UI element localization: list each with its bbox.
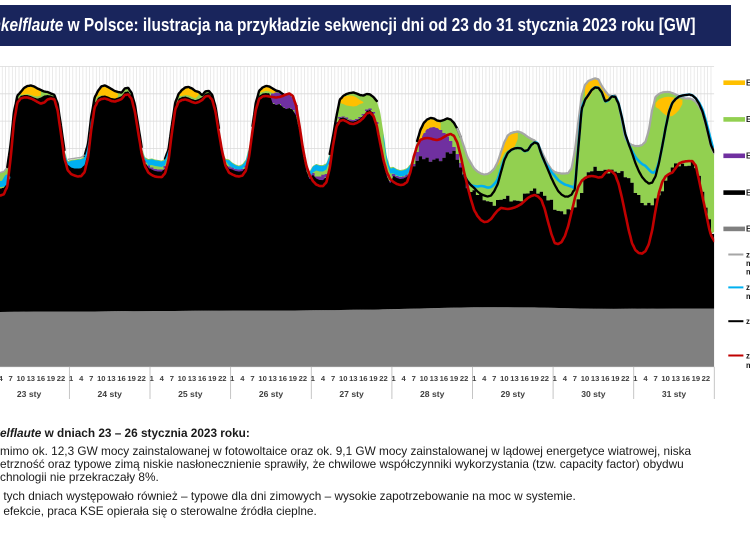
svg-text:4: 4 xyxy=(79,374,84,383)
svg-text:22: 22 xyxy=(460,374,468,383)
svg-text:24 sty: 24 sty xyxy=(98,389,123,399)
svg-text:19: 19 xyxy=(530,374,538,383)
svg-text:10: 10 xyxy=(258,374,266,383)
svg-text:22: 22 xyxy=(299,374,307,383)
svg-text:En: En xyxy=(746,188,750,197)
svg-text:1: 1 xyxy=(553,374,558,383)
svg-text:22: 22 xyxy=(540,374,548,383)
svg-text:En: En xyxy=(746,225,750,234)
svg-text:16: 16 xyxy=(117,374,125,383)
svg-text:m: m xyxy=(746,292,750,301)
svg-text:30 sty: 30 sty xyxy=(581,389,606,399)
svg-text:4: 4 xyxy=(563,374,568,383)
svg-text:16: 16 xyxy=(198,374,206,383)
svg-text:16: 16 xyxy=(682,374,690,383)
svg-text:16: 16 xyxy=(278,374,286,383)
svg-text:10: 10 xyxy=(420,374,428,383)
svg-text:En: En xyxy=(746,152,750,161)
svg-text:7: 7 xyxy=(573,374,577,383)
svg-text:13: 13 xyxy=(430,374,438,383)
svg-text:1: 1 xyxy=(150,374,155,383)
svg-text:7: 7 xyxy=(331,374,335,383)
svg-text:13: 13 xyxy=(510,374,518,383)
svg-text:10: 10 xyxy=(661,374,669,383)
svg-text:19: 19 xyxy=(127,374,135,383)
svg-text:za: za xyxy=(746,351,750,360)
svg-text:4: 4 xyxy=(240,374,245,383)
svg-text:19: 19 xyxy=(450,374,458,383)
svg-text:13: 13 xyxy=(671,374,679,383)
svg-text:22: 22 xyxy=(137,374,145,383)
svg-text:En: En xyxy=(746,79,750,88)
svg-text:10: 10 xyxy=(97,374,105,383)
svg-text:7: 7 xyxy=(8,374,12,383)
svg-text:4: 4 xyxy=(0,374,3,383)
svg-text:16: 16 xyxy=(601,374,609,383)
svg-text:4: 4 xyxy=(160,374,165,383)
svg-text:13: 13 xyxy=(349,374,357,383)
svg-text:10: 10 xyxy=(500,374,508,383)
svg-text:19: 19 xyxy=(611,374,619,383)
svg-text:1: 1 xyxy=(391,374,396,383)
svg-text:27 sty: 27 sty xyxy=(339,389,364,399)
svg-text:m: m xyxy=(746,259,750,268)
svg-text:22: 22 xyxy=(57,374,65,383)
svg-text:26 sty: 26 sty xyxy=(259,389,284,399)
svg-text:4: 4 xyxy=(321,374,326,383)
svg-text:7: 7 xyxy=(653,374,657,383)
svg-text:16: 16 xyxy=(359,374,367,383)
svg-text:28 sty: 28 sty xyxy=(420,389,445,399)
svg-text:25 sty: 25 sty xyxy=(178,389,203,399)
svg-text:22: 22 xyxy=(379,374,387,383)
svg-text:16: 16 xyxy=(37,374,45,383)
svg-text:za: za xyxy=(746,283,750,292)
svg-text:19: 19 xyxy=(208,374,216,383)
svg-text:4: 4 xyxy=(643,374,648,383)
svg-text:16: 16 xyxy=(440,374,448,383)
svg-text:19: 19 xyxy=(369,374,377,383)
svg-text:4: 4 xyxy=(482,374,487,383)
svg-text:1: 1 xyxy=(69,374,74,383)
svg-text:En: En xyxy=(746,115,750,124)
svg-text:16: 16 xyxy=(520,374,528,383)
svg-text:10: 10 xyxy=(16,374,24,383)
svg-text:29 sty: 29 sty xyxy=(501,389,526,399)
svg-text:za: za xyxy=(746,317,750,326)
svg-text:7: 7 xyxy=(89,374,93,383)
svg-text:19: 19 xyxy=(47,374,55,383)
svg-text:13: 13 xyxy=(27,374,35,383)
svg-text:4: 4 xyxy=(401,374,406,383)
svg-text:7: 7 xyxy=(412,374,416,383)
svg-text:10: 10 xyxy=(581,374,589,383)
svg-text:1: 1 xyxy=(311,374,316,383)
svg-text:19: 19 xyxy=(289,374,297,383)
svg-text:7: 7 xyxy=(170,374,174,383)
svg-text:22: 22 xyxy=(702,374,710,383)
svg-text:22: 22 xyxy=(218,374,226,383)
svg-text:23 sty: 23 sty xyxy=(17,389,42,399)
svg-text:13: 13 xyxy=(591,374,599,383)
svg-text:m: m xyxy=(746,361,750,370)
svg-text:10: 10 xyxy=(339,374,347,383)
svg-text:22: 22 xyxy=(621,374,629,383)
svg-text:1: 1 xyxy=(633,374,638,383)
svg-text:za: za xyxy=(746,250,750,259)
svg-text:13: 13 xyxy=(107,374,115,383)
svg-text:10: 10 xyxy=(178,374,186,383)
svg-text:31 sty: 31 sty xyxy=(662,389,687,399)
svg-text:m: m xyxy=(746,268,750,277)
svg-text:1: 1 xyxy=(230,374,235,383)
svg-text:1: 1 xyxy=(472,374,477,383)
svg-text:13: 13 xyxy=(268,374,276,383)
svg-text:19: 19 xyxy=(692,374,700,383)
svg-text:7: 7 xyxy=(250,374,254,383)
svg-text:7: 7 xyxy=(492,374,496,383)
svg-text:13: 13 xyxy=(188,374,196,383)
